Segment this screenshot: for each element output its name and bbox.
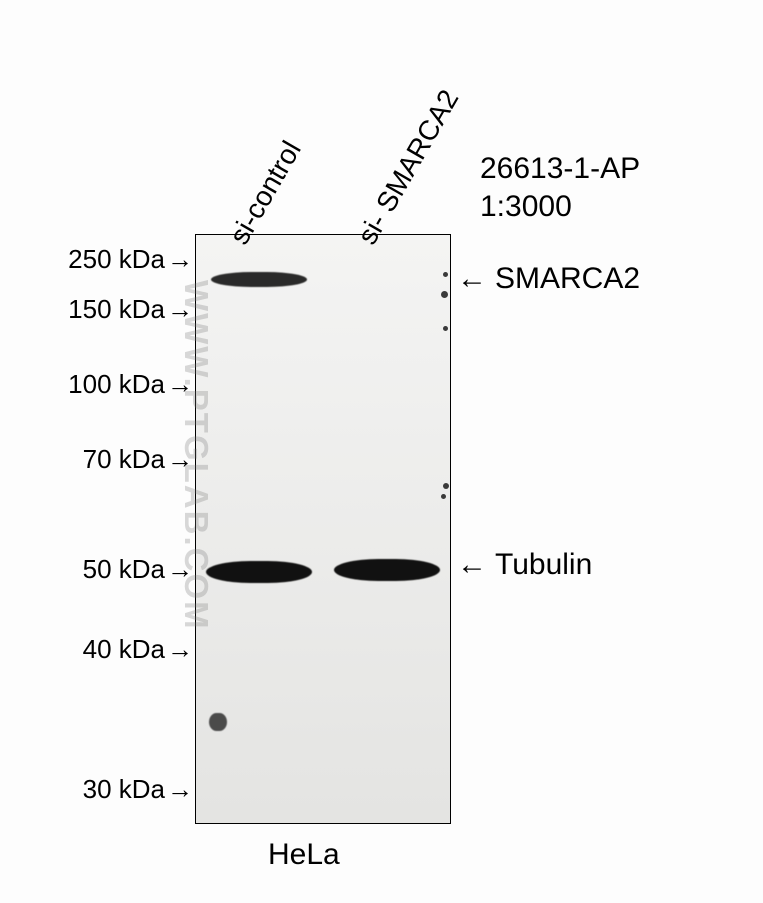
antibody-info: 26613-1-AP 1:3000 (480, 150, 640, 225)
sample-label: HeLa (268, 838, 340, 872)
mw-marker-label: 100 kDa (68, 369, 165, 400)
mw-marker-label: 40 kDa (83, 634, 165, 665)
arrow-left-icon: ← (457, 548, 487, 582)
ladder-dot (443, 326, 448, 331)
mw-marker-label: 150 kDa (68, 294, 165, 325)
mw-marker: 40 kDa→ (0, 634, 193, 665)
arrow-right-icon: → (167, 554, 193, 585)
lane-header: si-control (223, 136, 308, 250)
band-annotation: ←SMARCA2 (457, 262, 640, 296)
lane-header: si- SMARCA2 (351, 84, 465, 250)
blot-image (195, 234, 451, 824)
ladder-dot (441, 291, 448, 298)
mw-marker: 100 kDa→ (0, 369, 193, 400)
ladder-dot (443, 483, 449, 489)
mw-marker-label: 30 kDa (83, 774, 165, 805)
mw-marker: 150 kDa→ (0, 294, 193, 325)
band-annotation: ←Tubulin (457, 548, 592, 582)
mw-marker: 30 kDa→ (0, 774, 193, 805)
dilution: 1:3000 (480, 188, 640, 226)
tubulin-band (334, 559, 440, 581)
band-annotation-label: Tubulin (495, 548, 592, 582)
mw-marker-label: 50 kDa (83, 554, 165, 585)
mw-marker: 50 kDa→ (0, 554, 193, 585)
arrow-right-icon: → (167, 294, 193, 325)
arrow-right-icon: → (167, 444, 193, 475)
arrow-right-icon: → (167, 634, 193, 665)
arrow-right-icon: → (167, 244, 193, 275)
ladder-dot (441, 494, 446, 499)
tubulin-band (206, 561, 312, 583)
mw-marker: 70 kDa→ (0, 444, 193, 475)
figure-container: WWW.PTGLAB.COM si-controlsi- SMARCA2 250… (0, 0, 763, 903)
mw-marker-label: 70 kDa (83, 444, 165, 475)
catalog-number: 26613-1-AP (480, 150, 640, 188)
mw-marker-label: 250 kDa (68, 244, 165, 275)
mw-marker: 250 kDa→ (0, 244, 193, 275)
ladder-dot (443, 272, 448, 277)
arrow-right-icon: → (167, 774, 193, 805)
nonspecific-dot (209, 713, 227, 731)
SMARCA2-band (211, 272, 307, 287)
band-annotation-label: SMARCA2 (495, 262, 640, 296)
arrow-right-icon: → (167, 369, 193, 400)
arrow-left-icon: ← (457, 262, 487, 296)
